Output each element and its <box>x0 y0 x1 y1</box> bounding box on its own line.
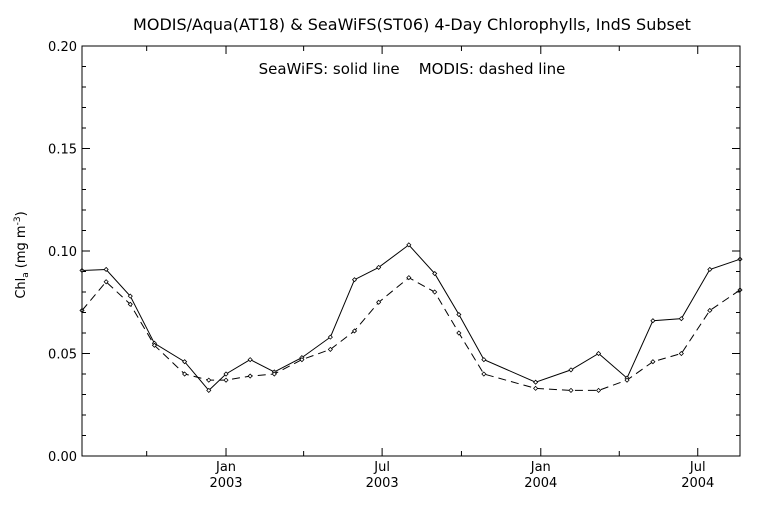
data-point-modis <box>596 387 602 393</box>
data-point-modis <box>351 328 358 334</box>
x-tick-month: Jan <box>215 460 236 475</box>
data-point-modis <box>432 289 438 295</box>
data-point-seawifs <box>707 266 713 273</box>
x-tick-month: Jul <box>373 460 390 475</box>
y-axis-label-close: ) <box>14 211 29 216</box>
data-point-seawifs <box>206 387 212 393</box>
data-point-modis <box>103 279 109 285</box>
data-point-modis <box>151 342 158 348</box>
series-line-seawifs <box>81 244 741 392</box>
data-point-seawifs <box>103 266 109 273</box>
data-point-modis <box>327 346 333 352</box>
data-point-modis <box>650 359 656 365</box>
data-point-modis <box>568 387 574 393</box>
data-point-seawifs <box>432 270 438 277</box>
data-point-seawifs <box>127 293 133 299</box>
data-point-seawifs <box>568 367 574 373</box>
data-point-seawifs <box>351 277 358 283</box>
legend-annotation: SeaWiFS: solid line MODIS: dashed line <box>259 60 566 78</box>
data-point-seawifs <box>650 318 656 324</box>
y-axis-label-subscript: a <box>21 272 31 278</box>
data-point-modis <box>182 371 188 377</box>
data-point-seawifs <box>247 357 253 363</box>
y-axis-label-main: Chl <box>14 278 29 299</box>
plot-frame <box>81 45 741 457</box>
data-point-seawifs <box>223 371 229 377</box>
y-tick-label: 0.20 <box>48 40 77 55</box>
data-point-modis <box>376 299 382 305</box>
data-point-seawifs <box>376 264 382 270</box>
x-tick-year: 2003 <box>366 476 399 491</box>
x-tick-month: Jan <box>530 460 551 475</box>
data-point-modis <box>481 371 487 377</box>
data-point-modis <box>206 377 212 383</box>
chart-title: MODIS/Aqua(AT18) & SeaWiFS(ST06) 4-Day C… <box>133 15 691 34</box>
data-point-seawifs <box>456 311 462 318</box>
x-tick-year: 2004 <box>524 476 557 491</box>
data-point-modis <box>223 377 229 383</box>
data-point-modis <box>247 373 253 379</box>
data-point-modis <box>678 350 684 357</box>
y-axis-label-units: (mg m <box>14 225 29 268</box>
data-point-seawifs <box>533 379 539 385</box>
data-point-seawifs <box>327 334 333 340</box>
y-tick-label: 0.15 <box>48 143 77 158</box>
data-point-seawifs <box>481 357 487 363</box>
data-point-modis <box>299 357 305 363</box>
data-point-seawifs <box>406 242 412 248</box>
data-point-modis <box>533 385 539 391</box>
data-point-modis <box>707 307 713 314</box>
data-point-modis <box>271 371 277 377</box>
data-point-seawifs <box>678 316 684 322</box>
y-tick-label: 0.10 <box>48 245 77 260</box>
data-point-modis <box>456 330 462 336</box>
y-axis-label-superscript: -3 <box>13 216 23 225</box>
data-point-modis <box>406 275 412 281</box>
y-axis-label: Chla (mg m-3) <box>13 211 31 298</box>
data-point-seawifs <box>182 359 188 365</box>
series-line-modis <box>81 277 741 391</box>
data-point-modis <box>624 377 630 383</box>
x-tick-month: Jul <box>689 460 706 475</box>
data-point-seawifs <box>596 350 602 357</box>
data-point-modis <box>127 301 133 307</box>
x-tick-year: 2004 <box>681 476 714 491</box>
x-tick-year: 2003 <box>209 476 242 491</box>
y-tick-label: 0.00 <box>48 450 77 465</box>
y-tick-label: 0.05 <box>48 348 77 363</box>
